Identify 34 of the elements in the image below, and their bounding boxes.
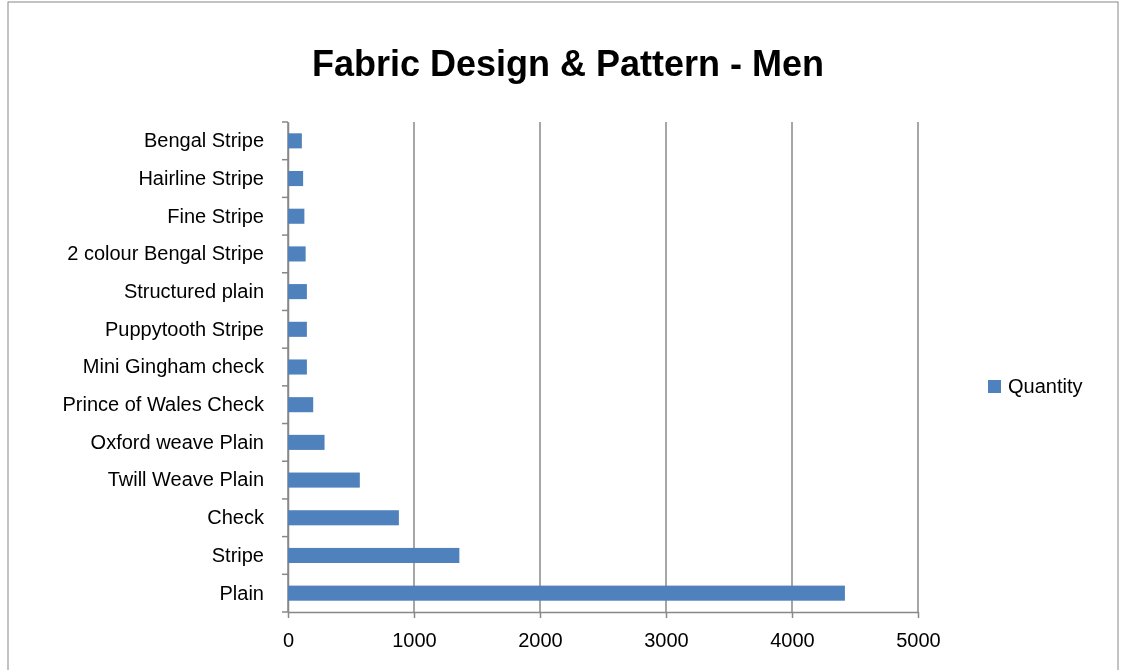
bar	[288, 547, 460, 563]
x-tick-label: 1000	[392, 629, 437, 651]
chart-title: Fabric Design & Pattern - Men	[311, 43, 825, 84]
y-tick-label: Fine Stripe	[167, 204, 264, 227]
x-tick-label: 4000	[770, 629, 815, 651]
y-tick-label: Check	[207, 506, 265, 529]
y-tick-label: Puppytooth Stripe	[105, 317, 264, 340]
y-tick-label: 2 colour Bengal Stripe	[67, 242, 264, 265]
x-tick-label: 2000	[518, 629, 563, 651]
bar	[288, 171, 304, 187]
bar	[288, 321, 307, 337]
bar	[288, 510, 399, 526]
bar	[288, 284, 307, 300]
bar	[288, 434, 325, 450]
legend-label: Quantity	[1008, 375, 1083, 397]
bar	[288, 397, 314, 413]
y-tick-label: Bengal Stripe	[143, 129, 264, 152]
y-tick-label: Oxford weave Plain	[90, 430, 264, 453]
y-tick-label: Stripe	[211, 543, 264, 566]
bar	[288, 246, 306, 262]
x-tick-label: 0	[282, 629, 295, 651]
y-tick-label: Plain	[219, 581, 264, 604]
y-tick-label: Prince of Wales Check	[62, 393, 265, 416]
bar	[288, 208, 305, 224]
bar	[288, 359, 307, 375]
x-tick-label: 5000	[896, 629, 941, 651]
bar	[288, 133, 302, 149]
y-tick-label: Twill Weave Plain	[107, 468, 264, 491]
bar	[288, 472, 360, 488]
bar	[288, 585, 845, 601]
x-tick-label: 3000	[644, 629, 689, 651]
y-tick-label: Structured plain	[123, 280, 264, 303]
y-tick-label: Mini Gingham check	[82, 355, 265, 378]
y-tick-label: Hairline Stripe	[138, 166, 264, 189]
